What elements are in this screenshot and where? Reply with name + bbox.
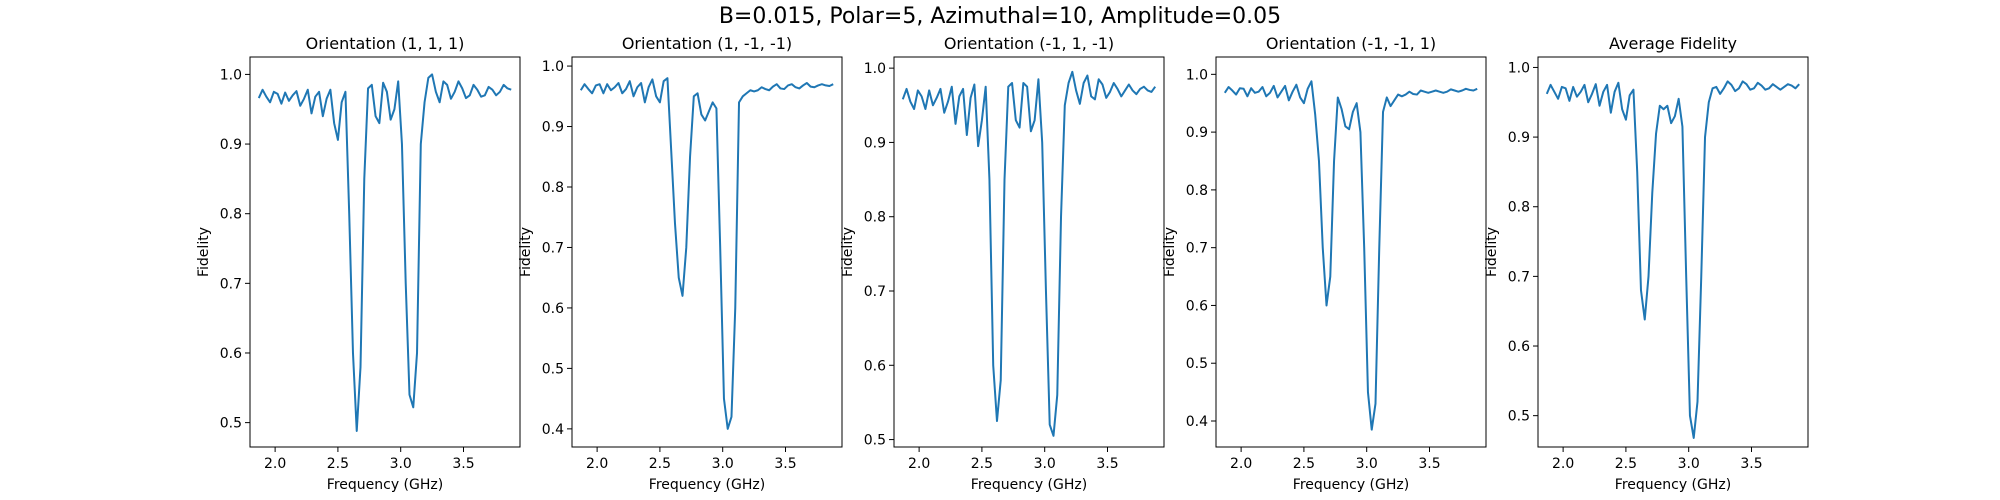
x-tick-label: 3.5 <box>452 456 474 472</box>
x-tick-label: 3.5 <box>1418 456 1440 472</box>
y-tick-label: 0.4 <box>1186 414 1208 430</box>
y-axis-label: Fidelity <box>1162 227 1178 277</box>
y-tick-label: 0.5 <box>1508 409 1530 425</box>
subplot-title: Average Fidelity <box>1609 34 1737 53</box>
y-tick-label: 0.4 <box>542 422 564 438</box>
x-tick-label: 2.5 <box>327 456 349 472</box>
x-tick-label: 3.5 <box>1096 456 1118 472</box>
axes-frame <box>1215 56 1487 448</box>
y-tick-label: 0.6 <box>542 301 564 317</box>
x-tick-label: 3.0 <box>390 456 412 472</box>
x-tick-label: 2.5 <box>1615 456 1637 472</box>
subplot-2: Orientation (1, -1, -1) 2.0 2.5 3.0 3.5 0.4 0.… <box>518 34 843 493</box>
x-axis-label: Frequency (GHz) <box>327 477 443 493</box>
x-tick-label: 3.5 <box>774 456 796 472</box>
y-tick-label: 0.8 <box>1186 183 1208 199</box>
x-tick-label: 2.0 <box>1552 456 1574 472</box>
y-tick-label: 0.8 <box>1508 200 1530 216</box>
y-tick-label: 0.7 <box>1508 269 1530 285</box>
x-tick-label: 2.0 <box>586 456 608 472</box>
y-tick-label: 0.5 <box>542 361 564 377</box>
y-tick-label: 0.6 <box>220 346 242 362</box>
y-tick-label: 0.7 <box>1186 241 1208 257</box>
x-axis-label: Frequency (GHz) <box>971 477 1087 493</box>
x-tick-label: 2.0 <box>1230 456 1252 472</box>
figure-title: B=0.015, Polar=5, Azimuthal=10, Amplitud… <box>718 4 1282 29</box>
y-tick-label: 0.6 <box>864 358 886 374</box>
y-tick-label: 0.6 <box>1508 339 1530 355</box>
x-tick-label: 3.0 <box>1034 456 1056 472</box>
fidelity-line <box>901 70 1157 437</box>
x-tick-label: 3.0 <box>1678 456 1700 472</box>
x-tick-label: 2.5 <box>1293 456 1315 472</box>
subplot-1: Orientation (1, 1, 1) 2.0 2.5 3.0 3.5 0.5 0.6 0… <box>196 34 521 493</box>
x-tick-label: 3.5 <box>1740 456 1762 472</box>
x-tick-label: 3.0 <box>712 456 734 472</box>
x-tick-label: 2.5 <box>649 456 671 472</box>
y-tick-label: 0.8 <box>542 180 564 196</box>
y-tick-label: 0.9 <box>1508 130 1530 146</box>
y-tick-label: 0.9 <box>1186 125 1208 141</box>
fidelity-line <box>1223 80 1478 431</box>
axes-frame <box>571 56 843 448</box>
y-tick-label: 0.5 <box>1186 356 1208 372</box>
y-tick-label: 0.8 <box>864 210 886 226</box>
subplot-title: Orientation (-1, -1, 1) <box>1266 34 1436 53</box>
y-tick-label: 0.8 <box>220 207 242 223</box>
y-axis-label: Fidelity <box>1484 227 1500 277</box>
x-tick-label: 2.0 <box>264 456 286 472</box>
y-tick-label: 0.6 <box>1186 298 1208 314</box>
axes-frame <box>249 56 521 448</box>
y-tick-label: 0.9 <box>542 120 564 136</box>
subplot-4: Orientation (-1, -1, 1) 2.0 2.5 3.0 3.5 0.4 0.… <box>1162 34 1487 493</box>
y-tick-label: 1.0 <box>542 59 564 75</box>
y-tick-label: 0.7 <box>542 240 564 256</box>
x-tick-label: 2.0 <box>908 456 930 472</box>
axes-frame <box>893 56 1165 448</box>
y-axis-label: Fidelity <box>840 227 856 277</box>
fidelity-line <box>579 77 834 430</box>
y-tick-label: 0.9 <box>864 135 886 151</box>
subplot-3: Orientation (-1, 1, -1) 2.0 2.5 3.0 3.5 0.5 0.… <box>840 34 1165 493</box>
y-tick-label: 0.9 <box>220 137 242 153</box>
axes-frame <box>1537 56 1809 448</box>
subplot-5: Average Fidelity 2.0 2.5 3.0 3.5 0.5 0.6 0.7 0.8… <box>1484 34 1809 493</box>
subplot-title: Orientation (1, 1, 1) <box>306 34 465 53</box>
subplot-title: Orientation (1, -1, -1) <box>622 34 792 53</box>
x-axis-label: Frequency (GHz) <box>1293 477 1409 493</box>
x-axis-label: Frequency (GHz) <box>649 477 765 493</box>
x-axis-label: Frequency (GHz) <box>1615 477 1731 493</box>
y-axis-label: Fidelity <box>196 227 212 277</box>
y-tick-label: 1.0 <box>1508 60 1530 76</box>
x-tick-label: 2.5 <box>971 456 993 472</box>
fidelity-line <box>1545 80 1800 439</box>
y-tick-label: 1.0 <box>1186 67 1208 83</box>
y-tick-label: 1.0 <box>220 67 242 83</box>
subplot-title: Orientation (-1, 1, -1) <box>944 34 1114 53</box>
y-tick-label: 1.0 <box>864 61 886 77</box>
y-tick-label: 0.5 <box>220 416 242 432</box>
y-tick-label: 0.7 <box>220 276 242 292</box>
x-tick-label: 3.0 <box>1356 456 1378 472</box>
y-axis-label: Fidelity <box>518 227 534 277</box>
fidelity-line <box>257 73 512 432</box>
y-tick-label: 0.5 <box>864 433 886 449</box>
y-tick-label: 0.7 <box>864 284 886 300</box>
